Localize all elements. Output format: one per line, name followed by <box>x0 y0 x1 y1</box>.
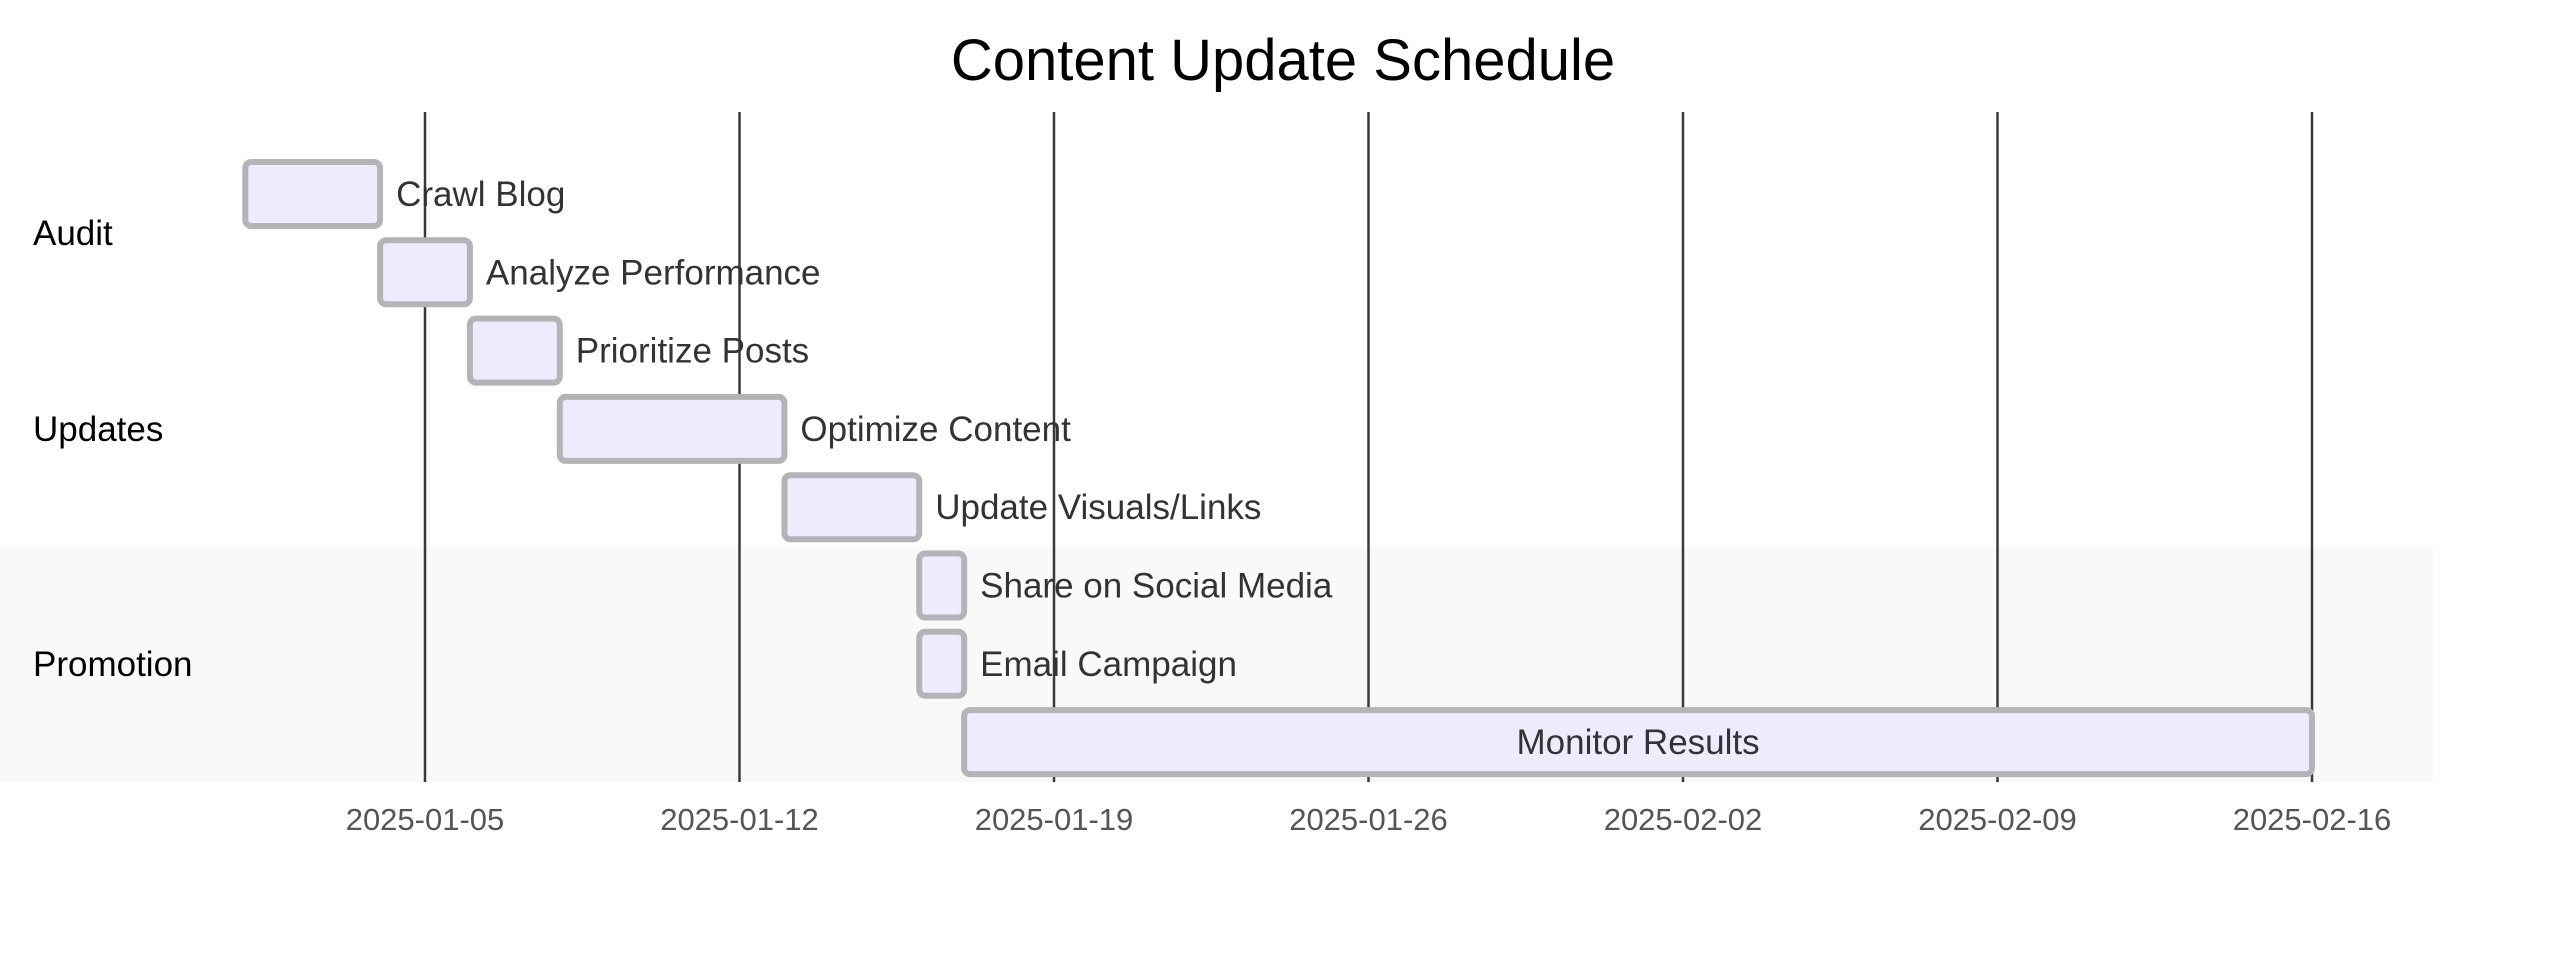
task-label: Optimize Content <box>800 410 1071 449</box>
task-label: Analyze Performance <box>486 253 821 292</box>
section-label-updates: Updates <box>33 410 163 449</box>
section-bands <box>0 154 2433 783</box>
task-bar <box>781 472 923 543</box>
task-bar <box>916 628 968 699</box>
x-tick-label: 2025-02-02 <box>1604 802 1763 837</box>
chart-title: Content Update Schedule <box>951 28 1615 93</box>
section-label-promotion: Promotion <box>33 645 193 684</box>
task-bar <box>466 315 563 386</box>
x-tick-label: 2025-02-09 <box>1918 802 2077 837</box>
task-label: Crawl Blog <box>396 175 565 214</box>
x-tick-label: 2025-01-12 <box>660 802 819 837</box>
grid-lines <box>423 112 2314 782</box>
x-tick-label: 2025-02-16 <box>2233 802 2392 837</box>
task-label: Update Visuals/Links <box>935 488 1261 527</box>
task-bars <box>242 159 2316 778</box>
task-bar <box>556 393 788 464</box>
x-axis-ticks: 2025-01-05 2025-01-12 2025-01-19 2025-01-26… <box>346 802 2392 837</box>
task-label: Share on Social Media <box>980 567 1333 606</box>
x-tick-label: 2025-01-19 <box>975 802 1134 837</box>
x-tick-label: 2025-01-05 <box>346 802 505 837</box>
section-band-updates <box>0 310 2433 548</box>
task-label: Prioritize Posts <box>576 332 809 371</box>
task-labels: Crawl Blog Analyze Performance Prioritize … <box>396 175 1760 762</box>
task-label: Email Campaign <box>980 645 1237 684</box>
section-label-audit: Audit <box>33 214 113 253</box>
task-bar <box>242 159 384 229</box>
task-bar <box>961 707 2316 778</box>
task-bar <box>377 237 473 308</box>
section-labels: Audit Updates Promotion <box>33 214 193 684</box>
task-label: Monitor Results <box>1517 723 1760 762</box>
task-bar <box>916 550 968 621</box>
x-tick-label: 2025-01-26 <box>1289 802 1448 837</box>
